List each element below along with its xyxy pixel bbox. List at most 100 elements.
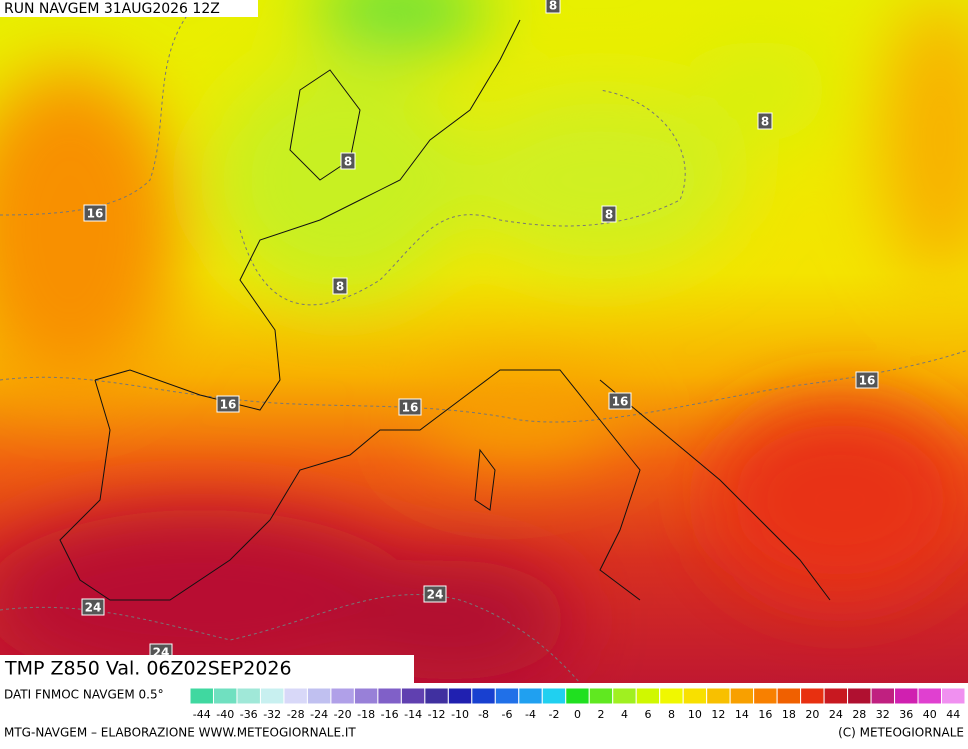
contour-label-text: 8	[761, 115, 769, 129]
scale-box	[870, 687, 896, 705]
scale-label: 24	[829, 708, 843, 721]
contour-label-text: 16	[402, 401, 419, 415]
color-scale: -44 -40 -36 -32 -28 -24 -20 -18 -16 -14 -12 -10 -8 -6…	[189, 687, 966, 721]
contour-label-text: 16	[87, 207, 104, 221]
contour-label: 16	[83, 204, 107, 222]
scale-label: -6	[502, 708, 513, 721]
scale-box	[753, 687, 778, 705]
scale-label: 16	[758, 708, 772, 721]
source-text: DATI FNMOC NAVGEM 0.5°	[4, 688, 164, 702]
scale-label: 14	[735, 708, 749, 721]
scale-box	[565, 687, 590, 705]
scale-box	[894, 687, 919, 705]
contour-label-text: 24	[427, 588, 444, 602]
scale-label: -24	[310, 708, 328, 721]
scale-box	[259, 687, 285, 705]
scale-box	[541, 687, 567, 705]
scale-label: -36	[240, 708, 258, 721]
header-box	[0, 0, 258, 17]
contour-label-text: 16	[220, 398, 237, 412]
temperature-field	[0, 0, 968, 690]
contour-label: 8	[601, 205, 617, 223]
contour-label-text: 8	[549, 0, 557, 13]
contour-lines	[0, 0, 968, 684]
scale-label: 18	[782, 708, 796, 721]
scale-box	[353, 687, 379, 705]
scale-label: 36	[899, 708, 913, 721]
scale-label: -28	[287, 708, 305, 721]
scale-box	[588, 687, 614, 705]
scale-label: 32	[876, 708, 890, 721]
contour-label-text: 24	[85, 601, 102, 615]
scale-label: -16	[381, 708, 399, 721]
scale-label: -10	[451, 708, 469, 721]
scale-label: 12	[711, 708, 725, 721]
contour-label-box	[398, 398, 422, 416]
contour-label: 16	[855, 371, 879, 389]
contour-label-text: 8	[336, 280, 344, 294]
scale-box	[236, 687, 261, 705]
scale-label: 10	[688, 708, 702, 721]
scale-box	[917, 687, 943, 705]
scale-box	[424, 687, 449, 705]
contour-label-box	[332, 277, 348, 295]
scale-box	[447, 687, 473, 705]
scale-box	[612, 687, 637, 705]
contour-label-box	[757, 112, 773, 130]
scale-box	[729, 687, 755, 705]
scale-label: -32	[263, 708, 281, 721]
contour-label-box	[340, 152, 356, 170]
scale-box	[212, 687, 238, 705]
scale-label: 44	[946, 708, 960, 721]
scale-label: 0	[574, 708, 581, 721]
run-title: RUN NAVGEM 31AUG2026 12Z	[4, 1, 220, 17]
credit-right: (C) METEOGIORNALE	[838, 726, 964, 740]
scale-box	[283, 687, 308, 705]
scale-label: 8	[668, 708, 675, 721]
scale-label: -18	[357, 708, 375, 721]
scale-label: 20	[805, 708, 819, 721]
scale-label: 2	[597, 708, 604, 721]
contour-label: 16	[608, 392, 632, 410]
contour-label: 24	[423, 585, 447, 603]
contour-label-box	[81, 598, 105, 616]
contour-label-text: 8	[605, 208, 613, 222]
scale-label: 40	[923, 708, 937, 721]
scale-box	[635, 687, 661, 705]
scale-label: -40	[216, 708, 234, 721]
contour-label: 16	[398, 398, 422, 416]
scale-label: 6	[644, 708, 651, 721]
contour-label-box	[216, 395, 240, 413]
product-title: TMP Z850 Val. 06Z02SEP2026	[4, 658, 292, 680]
contour-label-text: 8	[344, 155, 352, 169]
product-box	[0, 655, 414, 683]
contour-label-box	[545, 0, 561, 14]
scale-box	[189, 687, 214, 705]
scale-box	[471, 687, 496, 705]
contour-label: 8	[757, 112, 773, 130]
scale-label: -2	[549, 708, 560, 721]
scale-box	[776, 687, 802, 705]
scale-label: 4	[621, 708, 628, 721]
contour-label-box	[423, 585, 447, 603]
contour-label-box	[83, 204, 107, 222]
scale-box	[941, 687, 966, 705]
contour-label: 8	[340, 152, 356, 170]
scale-label: -12	[428, 708, 446, 721]
scale-label: -8	[478, 708, 489, 721]
scale-box	[659, 687, 684, 705]
scale-box	[494, 687, 520, 705]
contour-label-box	[855, 371, 879, 389]
scale-box	[800, 687, 825, 705]
contour-label: 8	[332, 277, 348, 295]
scale-box	[330, 687, 355, 705]
contour-label-box	[608, 392, 632, 410]
scale-label: 28	[852, 708, 866, 721]
contour-label: 8	[545, 0, 561, 14]
scale-label: -44	[193, 708, 211, 721]
scale-box	[518, 687, 543, 705]
scale-box	[306, 687, 332, 705]
scale-label: -4	[525, 708, 536, 721]
scale-box	[823, 687, 849, 705]
